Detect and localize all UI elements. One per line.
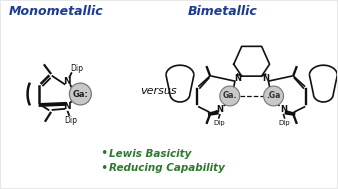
Text: N: N [262, 74, 269, 83]
Text: Bimetallic: Bimetallic [188, 5, 258, 18]
Text: •: • [100, 147, 108, 160]
Text: Ga.: Ga. [222, 91, 237, 101]
Circle shape [69, 83, 91, 105]
Circle shape [220, 86, 240, 106]
Text: Dip: Dip [64, 116, 77, 125]
Circle shape [264, 86, 284, 106]
Text: Reducing Capability: Reducing Capability [109, 163, 225, 174]
Text: N: N [280, 105, 287, 114]
Text: N: N [234, 74, 241, 83]
Text: Ga:: Ga: [72, 90, 88, 98]
Text: •: • [100, 162, 108, 175]
Text: Monometallic: Monometallic [9, 5, 103, 18]
Text: Dip: Dip [213, 120, 225, 126]
Text: .Ga: .Ga [266, 91, 281, 101]
Text: Dip: Dip [279, 120, 290, 126]
Text: Lewis Basicity: Lewis Basicity [109, 149, 192, 159]
Text: versus: versus [140, 86, 176, 96]
Text: Dip: Dip [70, 64, 83, 73]
Text: N: N [64, 102, 71, 111]
Text: N: N [216, 105, 223, 114]
Text: N: N [64, 77, 71, 86]
